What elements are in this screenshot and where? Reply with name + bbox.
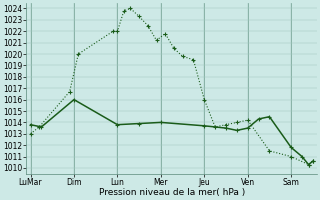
X-axis label: Pression niveau de la mer( hPa ): Pression niveau de la mer( hPa ) — [99, 188, 245, 197]
